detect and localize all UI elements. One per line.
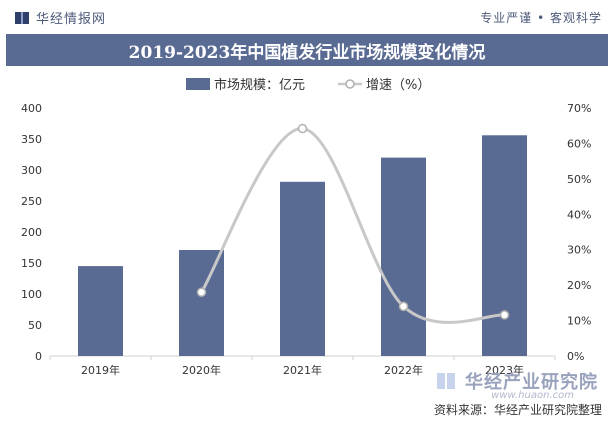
bar bbox=[482, 135, 527, 356]
bar bbox=[179, 249, 224, 356]
y-right-tick-label: 0% bbox=[567, 350, 584, 363]
slogan: 专业严谨 • 客观科学 bbox=[480, 11, 602, 25]
footer-url: www.huaon.com bbox=[491, 390, 574, 401]
y-right-tick-label: 70% bbox=[567, 102, 591, 115]
y-left-tick-label: 100 bbox=[21, 288, 42, 301]
footer-brand-name: 华经产业研究院 bbox=[465, 372, 598, 393]
growth-point bbox=[297, 123, 308, 134]
growth-point bbox=[196, 287, 207, 297]
y-left-tick-label: 150 bbox=[21, 257, 42, 270]
y-left-tick-label: 200 bbox=[21, 226, 42, 239]
y-left-tick-label: 300 bbox=[21, 164, 42, 177]
y-left-tick-label: 0 bbox=[35, 350, 42, 363]
y-left-tick-label: 250 bbox=[21, 195, 42, 208]
x-tick-label: 2021年 bbox=[283, 363, 322, 377]
y-left-tick-label: 50 bbox=[28, 319, 42, 332]
x-tick-label: 2019年 bbox=[81, 363, 120, 377]
legend-line-marker bbox=[345, 79, 355, 89]
y-right-tick-label: 40% bbox=[567, 208, 591, 221]
brand[interactable]: 华经情报网 bbox=[14, 8, 106, 27]
legend-line-label: 增速（%） bbox=[366, 78, 430, 93]
y-right-tick-label: 10% bbox=[567, 315, 591, 328]
growth-line bbox=[200, 127, 505, 324]
x-tick-label: 2023年 bbox=[485, 363, 524, 377]
y-right-tick-label: 30% bbox=[567, 244, 591, 257]
x-tick-label: 2022年 bbox=[384, 363, 423, 377]
y-right-tick-label: 60% bbox=[567, 137, 591, 150]
legend-bar-swatch bbox=[186, 78, 210, 90]
growth-point bbox=[499, 310, 510, 320]
chart-title: 2019-2023年中国植发行业市场规模变化情况 bbox=[6, 34, 608, 66]
y-left-tick-label: 350 bbox=[21, 133, 42, 146]
footer-logo-icon bbox=[437, 373, 455, 389]
bar bbox=[280, 181, 325, 356]
bar bbox=[78, 266, 123, 356]
brand-name: 华经情报网 bbox=[36, 12, 107, 27]
legend-bar-label: 市场规模：亿元 bbox=[214, 77, 305, 93]
y-right-tick-label: 50% bbox=[567, 173, 591, 186]
growth-point bbox=[398, 301, 409, 312]
bar bbox=[381, 157, 426, 356]
y-left-tick-label: 400 bbox=[21, 102, 42, 115]
chart: 0 50 100 150 200 250 300 350 400 0% 10% 20% 30% 40% 50… bbox=[21, 77, 591, 377]
source-note: 资料来源：华经产业研究院整理 bbox=[433, 403, 602, 417]
y-right-tick-label: 20% bbox=[567, 279, 591, 292]
brand-logo-icon bbox=[15, 11, 29, 24]
footer-brand: 华经产业研究院 bbox=[435, 368, 598, 394]
x-tick-label: 2020年 bbox=[182, 363, 221, 377]
top-bar: 华经情报网 专业严谨 • 客观科学 bbox=[0, 0, 614, 34]
